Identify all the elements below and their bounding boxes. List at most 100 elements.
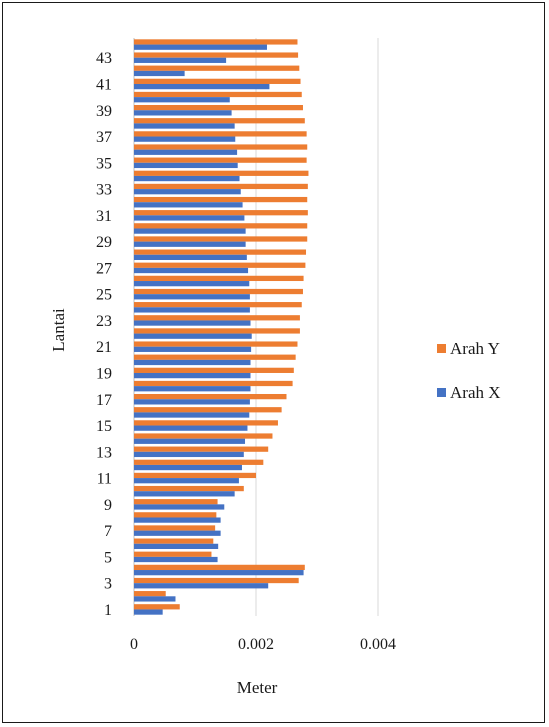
y-axis-title: Lantai	[49, 308, 68, 352]
chart: 135791113151719212325272931333537394143 …	[49, 38, 501, 697]
y-tick-label: 31	[96, 208, 112, 225]
bar-arah-x-38	[134, 123, 235, 129]
x-tick-labels: 0 0.002 0.004	[130, 636, 396, 653]
y-tick-label: 25	[96, 287, 112, 304]
bar-arah-x-5	[134, 556, 218, 563]
y-tick-label: 15	[96, 418, 112, 435]
y-tick-label: 37	[96, 129, 112, 146]
bar-arah-y-11	[134, 472, 256, 479]
bar-arah-y-5	[134, 551, 212, 557]
bar-arah-x-16	[134, 412, 250, 418]
bar-arah-x-6	[134, 543, 219, 550]
bar-arah-y-30	[134, 223, 308, 229]
bar-arah-y-15	[134, 420, 278, 426]
bar-arah-y-28	[134, 249, 307, 255]
legend-swatch-arah-x	[437, 388, 446, 397]
bar-arah-x-13	[134, 451, 244, 458]
bar-arah-x-36	[134, 149, 238, 155]
y-tick-label: 21	[96, 339, 112, 356]
bar-arah-y-8	[134, 512, 217, 518]
bar-arah-x-26	[134, 281, 250, 287]
bar-arah-x-32	[134, 202, 243, 208]
bar-arah-x-10	[134, 491, 235, 497]
bar-arah-x-37	[134, 136, 236, 142]
bar-arah-y-31	[134, 210, 308, 216]
bar-arah-x-12	[134, 464, 242, 471]
bar-arah-y-13	[134, 446, 269, 452]
bar-arah-y-35	[134, 157, 307, 163]
bar-arah-y-21	[134, 341, 298, 347]
y-tick-label: 23	[96, 313, 112, 330]
bar-arah-y-25	[134, 288, 303, 295]
y-tick-label: 29	[96, 234, 112, 251]
bar-arah-x-14	[134, 438, 246, 444]
bar-arah-x-17	[134, 399, 250, 405]
bar-arah-x-34	[134, 175, 240, 182]
bar-arah-y-10	[134, 485, 244, 492]
y-tick-label: 13	[96, 444, 112, 461]
bar-arah-x-4	[134, 570, 304, 576]
bar-arah-y-2	[134, 591, 166, 597]
bar-arah-y-33	[134, 183, 308, 190]
bar-arah-x-39	[134, 110, 232, 116]
y-tick-label: 19	[96, 365, 112, 382]
bar-arah-y-18	[134, 380, 293, 387]
bar-arah-x-25	[134, 294, 250, 300]
y-tick-label: 17	[96, 392, 112, 409]
legend-swatch-arah-y	[437, 344, 446, 353]
bar-arah-x-2	[134, 596, 176, 602]
bar-arah-y-43	[134, 52, 299, 58]
bar-arah-x-3	[134, 583, 269, 589]
bar-arah-x-1	[134, 609, 163, 615]
bar-arah-y-6	[134, 538, 214, 544]
bar-arah-y-44	[134, 39, 298, 45]
bar-arah-x-33	[134, 189, 241, 195]
bar-arah-y-39	[134, 104, 303, 111]
bar-arah-y-7	[134, 525, 216, 531]
bar-arah-x-15	[134, 425, 248, 431]
y-tick-label: 11	[97, 471, 112, 488]
bar-arah-x-27	[134, 267, 249, 274]
y-tick-label: 5	[104, 549, 112, 566]
bar-arah-y-37	[134, 131, 307, 137]
y-tick-label: 9	[104, 497, 112, 514]
bar-arah-x-44	[134, 44, 267, 50]
bar-arah-y-36	[134, 144, 308, 150]
legend-label-arah-y: Arah Y	[450, 339, 500, 358]
legend: Arah Y Arah X	[437, 339, 501, 402]
bar-arah-y-27	[134, 262, 306, 268]
bar-arah-y-26	[134, 275, 304, 282]
bar-arah-y-4	[134, 564, 305, 571]
y-tick-label: 7	[104, 523, 112, 540]
bar-arah-y-9	[134, 499, 218, 505]
x-tick-label: 0.004	[360, 636, 396, 653]
bar-arah-x-35	[134, 162, 238, 169]
bar-arah-x-43	[134, 57, 227, 63]
bar-arah-x-23	[134, 320, 251, 326]
bar-arah-y-14	[134, 433, 273, 439]
y-tick-label: 33	[96, 182, 112, 199]
y-tick-label: 3	[104, 576, 112, 593]
x-tick-label: 0.002	[238, 636, 274, 653]
x-axis-title: Meter	[237, 678, 278, 697]
bar-arah-y-32	[134, 196, 308, 203]
bar-arah-x-9	[134, 504, 225, 510]
bar-arah-x-21	[134, 346, 252, 352]
bar-arah-y-22	[134, 328, 300, 334]
y-tick-label: 41	[96, 76, 112, 93]
bar-arah-y-16	[134, 407, 282, 413]
bar-arah-y-1	[134, 604, 180, 610]
bar-arah-y-24	[134, 302, 302, 308]
bar-arah-x-11	[134, 478, 239, 484]
bar-arah-x-28	[134, 254, 247, 261]
bar-arah-x-42	[134, 70, 185, 77]
legend-label-arah-x: Arah X	[450, 383, 501, 402]
bar-arah-y-12	[134, 459, 264, 465]
y-tick-label: 27	[96, 260, 112, 277]
bar-arah-x-18	[134, 386, 251, 392]
bars	[134, 39, 309, 615]
bar-arah-x-19	[134, 372, 251, 379]
bar-arah-x-20	[134, 359, 251, 366]
